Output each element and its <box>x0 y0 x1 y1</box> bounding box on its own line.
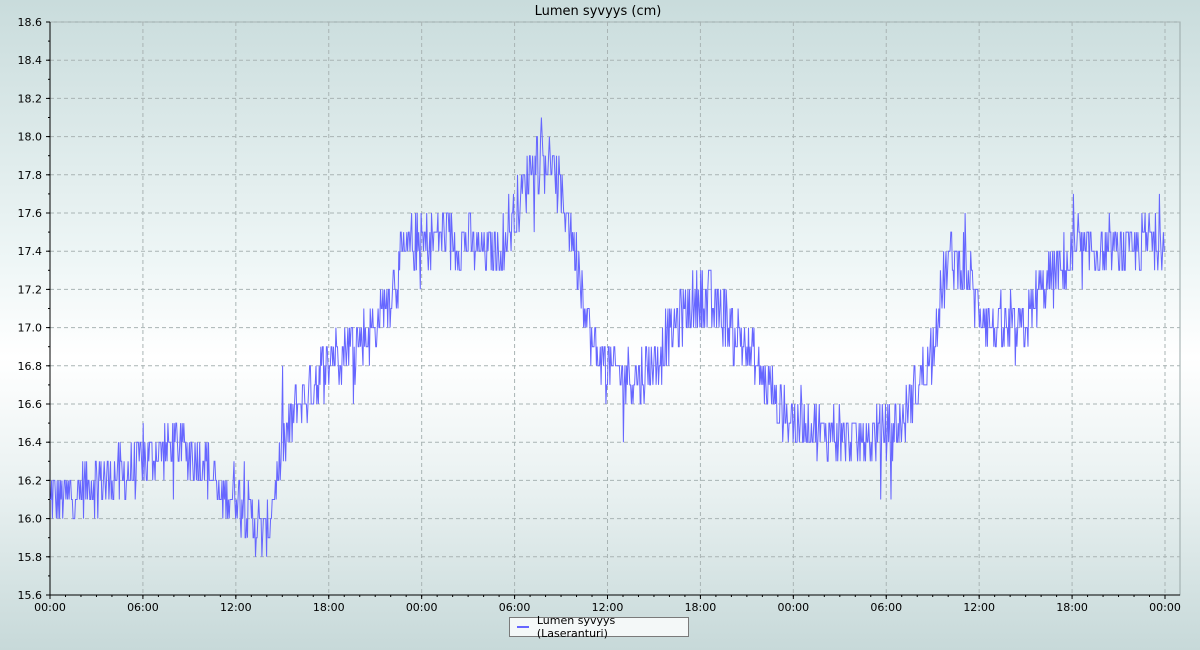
legend: Lumen syvyys (Laseranturi) <box>509 614 689 640</box>
series-line-lumen-syvyys <box>50 117 1165 557</box>
x-tick-label: 00:00 <box>406 601 438 614</box>
y-tick-label: 17.0 <box>18 322 43 335</box>
chart-title: Lumen syvyys (cm) <box>535 4 662 19</box>
x-tick-label: 06:00 <box>870 601 902 614</box>
y-tick-label: 18.0 <box>18 131 43 144</box>
series-layer <box>50 117 1165 557</box>
x-tick-label: 18:00 <box>685 601 717 614</box>
x-tick-label: 00:00 <box>34 601 66 614</box>
y-tick-label: 16.0 <box>18 513 43 526</box>
y-tick-label: 18.6 <box>18 16 43 29</box>
y-tick-label: 17.2 <box>18 283 43 296</box>
y-tick-label: 18.2 <box>18 92 43 105</box>
y-tick-label: 17.4 <box>18 245 43 258</box>
legend-label: Lumen syvyys (Laseranturi) <box>536 614 616 640</box>
x-tick-label: 18:00 <box>313 601 345 614</box>
x-tick-label: 12:00 <box>220 601 252 614</box>
legend-swatch <box>517 626 529 628</box>
x-tick-label: 00:00 <box>777 601 809 614</box>
x-tick-label: 18:00 <box>1056 601 1088 614</box>
y-tick-label: 16.6 <box>18 398 43 411</box>
y-tick-label: 17.6 <box>18 207 43 220</box>
y-tick-label: 16.4 <box>18 436 43 449</box>
x-tick-label: 06:00 <box>127 601 159 614</box>
y-tick-label: 16.2 <box>18 474 43 487</box>
axes: 15.6 15.8 16.0 16.2 16.4 16.6 16.8 17.0 17.2 17.4… <box>18 16 1181 614</box>
y-tick-label: 17.8 <box>18 169 43 182</box>
x-tick-label: 12:00 <box>592 601 624 614</box>
x-tick-label: 06:00 <box>499 601 531 614</box>
y-tick-label: 15.6 <box>18 589 43 602</box>
x-tick-label: 00:00 <box>1149 601 1181 614</box>
y-tick-label: 18.4 <box>18 54 43 67</box>
y-tick-label: 15.8 <box>18 551 43 564</box>
x-tick-label: 12:00 <box>963 601 995 614</box>
y-tick-label: 16.8 <box>18 360 43 373</box>
grid-lines <box>49 21 1180 596</box>
